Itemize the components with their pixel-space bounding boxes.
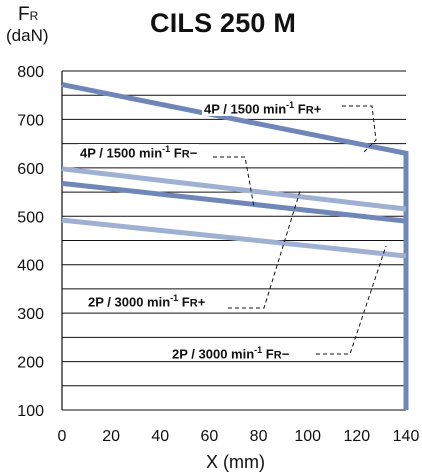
x-tick-label: 140 [393,428,420,445]
y-tick-label: 700 [17,112,44,129]
x-tick-label: 120 [344,428,371,445]
y-tick-label: 600 [17,161,44,178]
leader-line-2 [213,156,255,208]
chart-title: CILS 250 M [150,8,297,38]
y-tick-label: 300 [17,306,44,323]
y-tick-label: 400 [17,258,44,275]
annotation-2p-fr-minus: 2P / 3000 min-1 FR− [170,345,292,362]
leader-line-3 [228,190,301,309]
leader-line-1 [342,105,377,153]
annotation-2p-fr-plus: 2P / 3000 min-1 FR+ [86,293,208,310]
x-tick-label: 40 [151,428,169,445]
y-axis-unit: (daN) [6,26,49,45]
x-tick-label: 20 [102,428,120,445]
series-line-4 [61,217,407,259]
series-line-3 [61,180,407,224]
y-tick-label: 100 [17,403,44,420]
x-tick-label: 0 [58,428,67,445]
y-axis-label: FR [18,4,39,25]
y-tick-label: 200 [17,355,44,372]
annotation-4p-fr-plus: 4P / 1500 min-1 FR+ [202,100,324,117]
y-tick-label: 500 [17,209,44,226]
x-tick-label: 100 [294,428,321,445]
x-tick-label: 80 [250,428,268,445]
x-tick-label: 60 [201,428,219,445]
annotation-4p-fr-minus: 4P / 1500 min-1 FR− [78,144,200,161]
x-axis-label: X (mm) [206,452,265,472]
y-tick-label: 800 [17,64,44,81]
series-line-2 [61,166,407,212]
series-line-1 [61,82,409,410]
